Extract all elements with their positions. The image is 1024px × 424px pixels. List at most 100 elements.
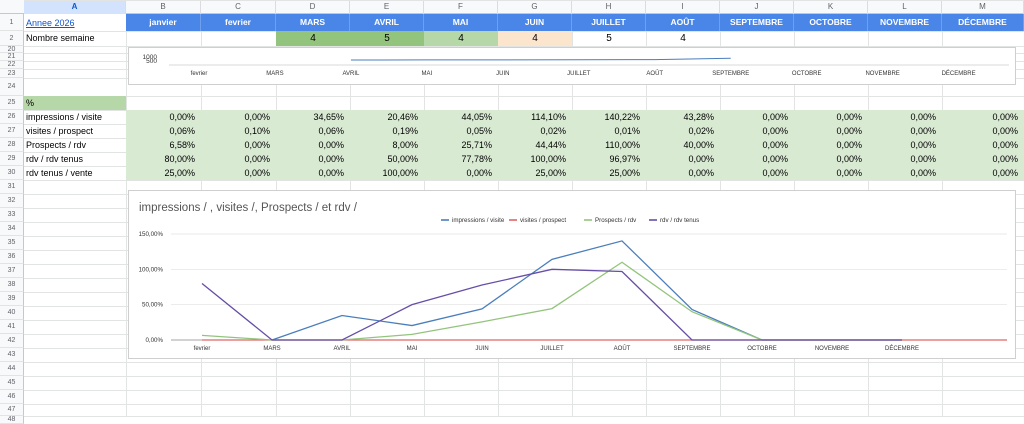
metric-value-cell[interactable]: 50,00% [387, 154, 418, 164]
metric-value-cell[interactable]: 0,00% [836, 140, 862, 150]
metric-value-cell[interactable]: 0,00% [688, 168, 714, 178]
metric-value-cell[interactable]: 0,00% [836, 168, 862, 178]
month-header-3[interactable]: MARS [276, 14, 350, 31]
metric-value-cell[interactable]: 0,00% [992, 140, 1018, 150]
metric-value-cell[interactable]: 0,00% [992, 168, 1018, 178]
column-header-c[interactable]: C [201, 0, 276, 14]
metric-value-cell[interactable]: 0,00% [762, 140, 788, 150]
metric-value-cell[interactable]: 100,00% [382, 168, 418, 178]
week-count-6[interactable]: 4 [498, 31, 572, 46]
column-header-g[interactable]: G [498, 0, 572, 14]
month-header-5[interactable]: MAI [424, 14, 498, 31]
metric-value-cell[interactable]: 0,00% [762, 126, 788, 136]
metric-value-cell[interactable]: 140,22% [604, 112, 640, 122]
metric-value-cell[interactable]: 0,10% [244, 126, 270, 136]
year-link[interactable]: Annee 2026 [26, 18, 75, 28]
metric-value-cell[interactable]: 0,00% [910, 112, 936, 122]
month-header-7[interactable]: JUILLET [572, 14, 646, 31]
column-header-m[interactable]: M [942, 0, 1024, 14]
ratio-chart[interactable]: impressions / , visites /, Prospects / e… [128, 190, 1016, 359]
row-header-26[interactable]: 26 [0, 110, 24, 124]
week-count-1[interactable] [126, 31, 201, 46]
metric-value-cell[interactable]: 0,00% [910, 126, 936, 136]
month-header-12[interactable]: DÉCEMBRE [942, 14, 1024, 31]
legend-entry[interactable]: impressions / visite [452, 217, 505, 224]
metric-value-cell[interactable]: 0,00% [244, 168, 270, 178]
metric-value-cell[interactable]: 0,02% [540, 126, 566, 136]
metric-value-cell[interactable]: 0,19% [392, 126, 418, 136]
week-count-11[interactable] [868, 31, 942, 46]
row-header-21[interactable]: 21 [0, 53, 24, 61]
row-header-28[interactable]: 28 [0, 138, 24, 152]
metric-value-cell[interactable]: 110,00% [605, 140, 640, 150]
metric-label[interactable]: impressions / visite [26, 112, 103, 122]
metric-value-cell[interactable]: 0,00% [244, 154, 270, 164]
metric-value-cell[interactable]: 0,00% [318, 168, 344, 178]
metric-value-cell[interactable]: 0,00% [992, 154, 1018, 164]
metric-value-cell[interactable]: 0,00% [169, 112, 195, 122]
column-header-h[interactable]: H [572, 0, 646, 14]
legend-entry[interactable]: visites / prospect [520, 217, 566, 224]
row-header-36[interactable]: 36 [0, 250, 24, 264]
metric-value-cell[interactable]: 100,00% [530, 154, 566, 164]
week-count-4[interactable]: 5 [350, 31, 424, 46]
row-header-43[interactable]: 43 [0, 348, 24, 362]
metric-label[interactable]: rdv tenus / vente [26, 168, 93, 178]
month-header-9[interactable]: SEPTEMBRE [720, 14, 794, 31]
metric-value-cell[interactable]: 0,00% [466, 168, 492, 178]
row-header-41[interactable]: 41 [0, 320, 24, 334]
metric-value-cell[interactable]: 0,06% [169, 126, 195, 136]
month-header-1[interactable]: janvier [126, 14, 201, 31]
month-header-11[interactable]: NOVEMBRE [868, 14, 942, 31]
metric-value-cell[interactable]: 0,00% [244, 140, 270, 150]
row-header-46[interactable]: 46 [0, 390, 24, 404]
metric-value-cell[interactable]: 44,05% [461, 112, 492, 122]
month-header-6[interactable]: JUIN [498, 14, 572, 31]
metric-value-cell[interactable]: 0,00% [688, 154, 714, 164]
week-count-12[interactable] [942, 31, 1024, 46]
metric-label[interactable]: rdv / rdv tenus [26, 154, 84, 164]
metric-value-cell[interactable]: 0,01% [614, 126, 640, 136]
row-header-33[interactable]: 33 [0, 208, 24, 222]
row-header-20[interactable]: 20 [0, 46, 24, 53]
row-header-30[interactable]: 30 [0, 166, 24, 180]
row-header-38[interactable]: 38 [0, 278, 24, 292]
row-header-39[interactable]: 39 [0, 292, 24, 306]
legend-entry[interactable]: rdv / rdv tenus [660, 217, 699, 224]
row-header-27[interactable]: 27 [0, 124, 24, 138]
week-count-5[interactable]: 4 [424, 31, 498, 46]
week-count-8[interactable]: 4 [680, 33, 686, 44]
row-header-37[interactable]: 37 [0, 264, 24, 278]
week-count-3[interactable]: 4 [276, 31, 350, 46]
legend-entry[interactable]: Prospects / rdv [595, 217, 637, 224]
metric-value-cell[interactable]: 25,00% [609, 168, 640, 178]
week-count-7[interactable]: 5 [606, 33, 612, 44]
metric-value-cell[interactable]: 0,00% [992, 126, 1018, 136]
metric-value-cell[interactable]: 0,05% [466, 126, 492, 136]
column-header-a[interactable]: A [24, 0, 126, 14]
row-header-22[interactable]: 22 [0, 61, 24, 69]
metric-value-cell[interactable]: 8,00% [392, 140, 418, 150]
column-header-d[interactable]: D [276, 0, 350, 14]
metric-value-cell[interactable]: 6,58% [169, 140, 195, 150]
week-count-2[interactable] [201, 31, 276, 46]
row-header-32[interactable]: 32 [0, 194, 24, 208]
metric-value-cell[interactable]: 0,00% [992, 112, 1018, 122]
column-header-j[interactable]: J [720, 0, 794, 14]
metric-value-cell[interactable]: 43,28% [683, 112, 714, 122]
metric-value-cell[interactable]: 80,00% [164, 154, 195, 164]
column-header-k[interactable]: K [794, 0, 868, 14]
metric-value-cell[interactable]: 25,71% [461, 140, 492, 150]
column-header-e[interactable]: E [350, 0, 424, 14]
month-header-4[interactable]: AVRIL [350, 14, 424, 31]
metric-value-cell[interactable]: 25,00% [535, 168, 566, 178]
column-header-f[interactable]: F [424, 0, 498, 14]
column-header-b[interactable]: B [126, 0, 201, 14]
mini-chart[interactable]: 1000 500 fevrier MARS AVRIL MAI JUIN JUILLET AOÛ… [128, 47, 1016, 85]
metric-value-cell[interactable]: 0,00% [910, 168, 936, 178]
row-header-45[interactable]: 45 [0, 376, 24, 390]
metric-value-cell[interactable]: 0,00% [762, 112, 788, 122]
metric-value-cell[interactable]: 0,02% [688, 126, 714, 136]
metric-value-cell[interactable]: 0,00% [836, 126, 862, 136]
row-header-2[interactable]: 2 [0, 31, 24, 46]
